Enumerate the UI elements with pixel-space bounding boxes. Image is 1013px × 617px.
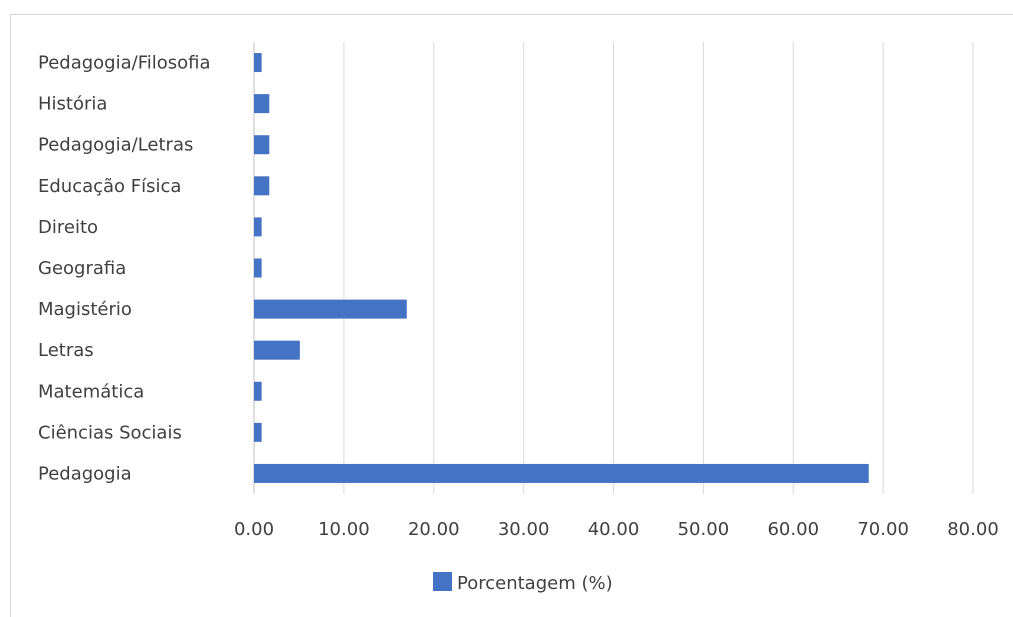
category-label: Magistério — [38, 299, 132, 320]
bar — [254, 258, 262, 278]
chart-frame — [10, 14, 1013, 617]
bar — [254, 422, 262, 442]
bar — [254, 176, 270, 196]
gridlines — [253, 42, 974, 494]
bars — [254, 53, 869, 483]
legend: Porcentagem (%) — [433, 572, 613, 594]
bar — [254, 340, 300, 360]
x-tick-label: 30.00 — [498, 519, 550, 540]
bar — [254, 53, 262, 73]
x-tick-label: 80.00 — [947, 519, 999, 540]
bar — [254, 381, 262, 401]
x-tick-label: 70.00 — [857, 519, 909, 540]
category-label: Ciências Sociais — [38, 422, 182, 443]
category-label: Educação Física — [38, 176, 181, 197]
category-label: Matemática — [38, 381, 144, 402]
x-tick-labels: 0.00 10.00 20.00 30.00 40.00 50.00 60.00 70.00 8… — [234, 519, 999, 540]
bar — [254, 463, 869, 483]
bar — [254, 299, 407, 319]
bar — [254, 135, 270, 155]
bar — [254, 217, 262, 237]
category-label: Pedagogia — [38, 463, 132, 484]
x-tick-label: 50.00 — [678, 519, 730, 540]
x-tick-label: 0.00 — [234, 519, 274, 540]
category-labels: Pedagogia/Filosofia História Pedagogia/Let… — [38, 53, 211, 485]
bar — [254, 94, 270, 114]
x-tick-label: 20.00 — [408, 519, 460, 540]
legend-swatch — [433, 572, 452, 591]
category-label: Pedagogia/Filosofia — [38, 53, 211, 74]
x-tick-label: 40.00 — [588, 519, 640, 540]
category-label: Geografia — [38, 258, 126, 279]
x-tick-label: 10.00 — [318, 519, 370, 540]
legend-label: Porcentagem (%) — [457, 573, 613, 594]
category-label: Letras — [38, 340, 94, 361]
x-tick-label: 60.00 — [767, 519, 819, 540]
category-label: Pedagogia/Letras — [38, 135, 193, 156]
category-label: Direito — [38, 217, 98, 238]
category-label: História — [38, 94, 107, 115]
